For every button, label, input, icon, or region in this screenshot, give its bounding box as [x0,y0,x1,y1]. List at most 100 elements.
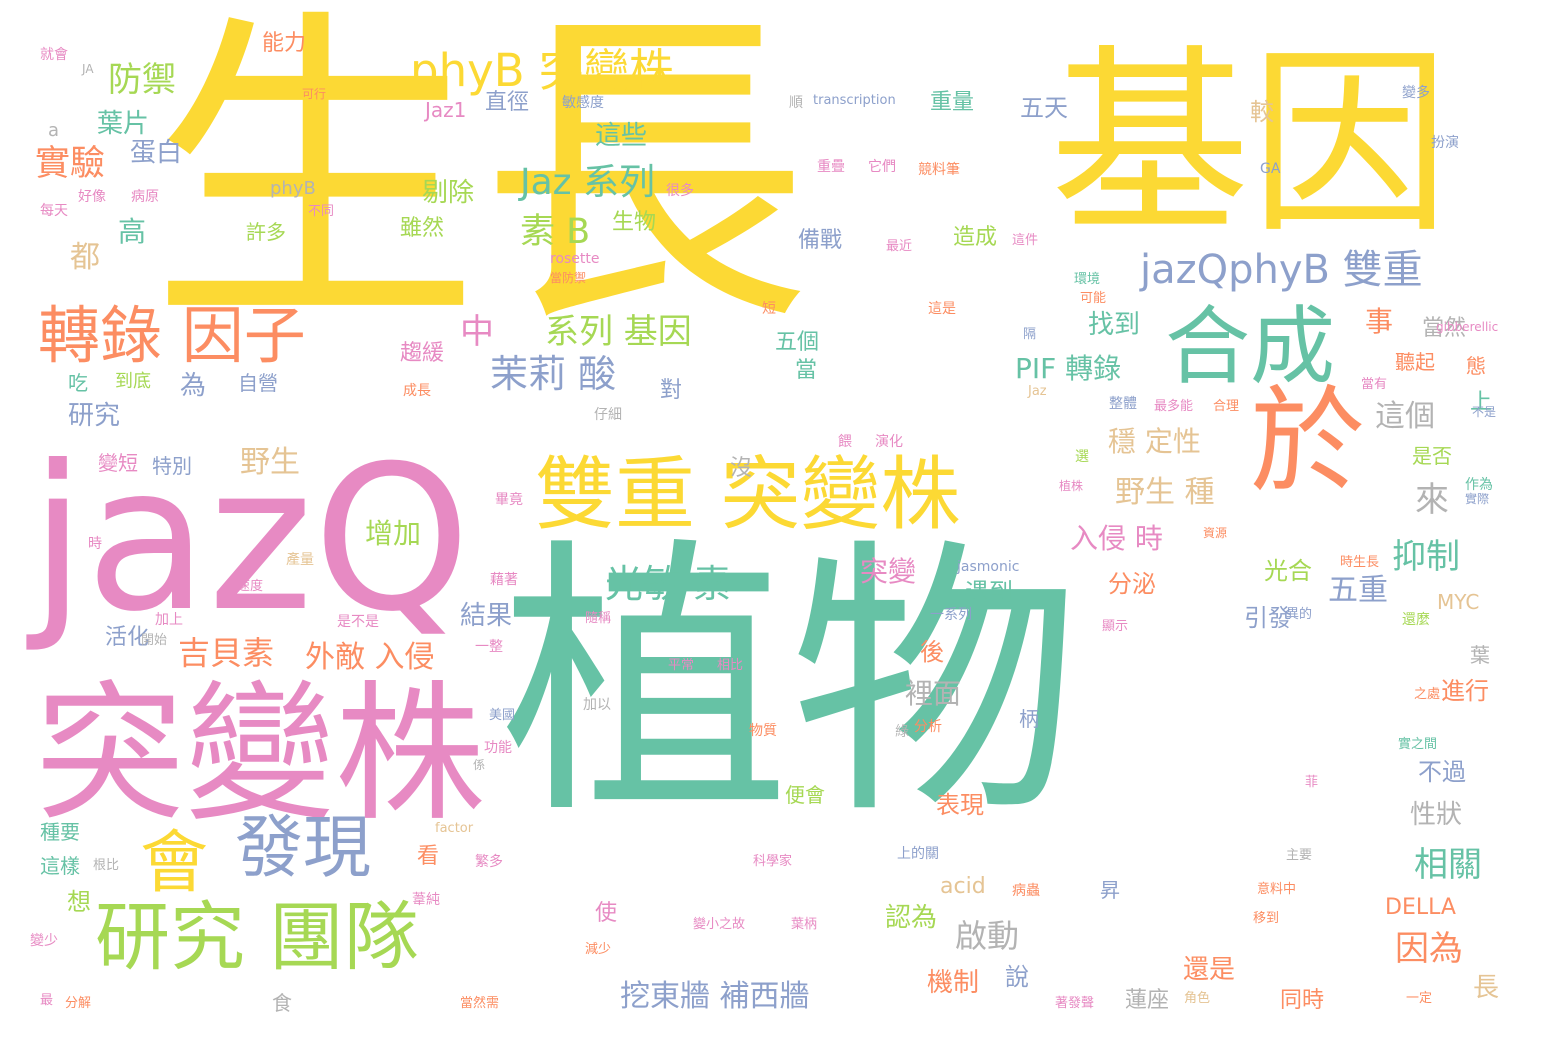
word: 同時 [1280,988,1325,1013]
word: 因為 [1395,929,1463,969]
word: 五重 [1328,573,1388,608]
word: 當然需 [460,996,500,1011]
word: 一整 [475,639,503,655]
word: 遇到 [965,578,1013,606]
word: 葉片 [97,109,150,139]
word: 外敵 入侵 [305,640,435,675]
word: transcription [813,93,896,108]
word: 作為 [1465,477,1493,493]
word: 物質 [749,723,777,739]
word: 增加 [365,517,422,550]
word: 突變株 [35,668,486,842]
word: 主要 [1286,848,1313,863]
word: MYC [1437,590,1480,614]
word: PIF 轉錄 [1015,352,1122,385]
word: 藉著 [490,572,518,588]
word: 是否 [1412,444,1452,468]
word: 顯示 [1102,619,1129,634]
word: 根比 [93,858,120,873]
word: 菲 [1305,775,1319,790]
word: 進行 [1441,677,1489,705]
word: 便會 [785,783,825,807]
word: 生長 [150,0,810,367]
word: 野生 [240,445,300,480]
word: 選 [1075,449,1089,465]
word: 挖東牆 補西牆 [620,979,810,1014]
word: 後 [920,638,944,666]
word: 仔細 [594,407,622,423]
word: 隨稱 [585,611,612,626]
word: 到底 [115,371,151,392]
word: 雙重 突變株 [535,448,961,541]
word: 轉錄 因子 [38,299,306,372]
word: 一系列 [930,607,972,623]
word: 野生 種 [1115,475,1215,510]
word: 葉 [1470,643,1490,667]
word: 變小之故 [693,917,746,932]
word: 整體 [1109,396,1137,412]
word: 吉貝素 [178,634,275,672]
word: 它們 [868,159,896,175]
word: 系列 基因 [545,312,692,352]
word: 敏感度 [562,95,604,111]
word: 就會 [40,47,68,63]
word: 事 [1365,305,1394,338]
word: 隔 [1023,327,1037,342]
word: acid [940,874,986,899]
word: 變少 [30,933,58,949]
word: 種要 [40,820,80,844]
word: 這是 [928,301,956,317]
word: 直徑 [485,90,530,115]
word: 變短 [98,451,138,475]
word: 上的關 [897,846,939,862]
word: 較 [1250,98,1274,126]
word: 平常 [668,658,695,673]
word: 抑制 [1392,537,1460,577]
word: 順 [789,95,803,111]
word: 雖然 [400,216,445,241]
word: 開始 [141,633,168,648]
word: 可行 [302,87,327,101]
word: 吃 [68,371,88,395]
word: 合成 [1165,298,1336,397]
word: 好像 [78,189,106,205]
word: 係 [473,758,486,772]
word: 素 B [520,212,591,252]
word: 結果 [460,601,513,631]
word: 實驗 [35,144,106,184]
word: 啟動 [955,917,1020,955]
word: 重疊 [817,159,845,175]
word: 時 [88,536,102,552]
word: 分泌 [1108,570,1156,598]
word: 引發 [1244,604,1292,632]
word: 當 [795,358,818,383]
word: gibberellic [1436,320,1499,334]
word: 不過 [1418,758,1466,786]
word: 許多 [246,220,286,244]
word: 角色 [1184,991,1211,1006]
word: 速度 [237,579,264,594]
word: 移到 [1253,911,1280,926]
word: 光敏 素 [605,562,732,606]
word: 認為 [885,903,938,933]
word: 一定 [1406,991,1433,1006]
word: 成長 [403,383,431,399]
word: jazQphyB 雙重 [1140,247,1423,293]
word: 加以 [583,697,611,713]
word: jazQ [30,423,471,656]
word: 病蟲 [1012,883,1040,899]
word: 想 [67,888,91,916]
word: a [48,120,60,141]
word: 高 [118,215,147,248]
word: 昇 [1100,878,1120,902]
word: 繁多 [475,854,503,870]
word: 防禦 [108,60,176,100]
word: 還是 [1183,955,1236,985]
word: 變多 [1402,85,1430,101]
word: 分析 [914,719,942,735]
word: 趨緩 [400,341,445,366]
word: 葦純 [412,892,440,908]
word: 科學家 [753,854,793,869]
word: 意料中 [1257,882,1297,897]
word: 相比 [717,658,744,673]
